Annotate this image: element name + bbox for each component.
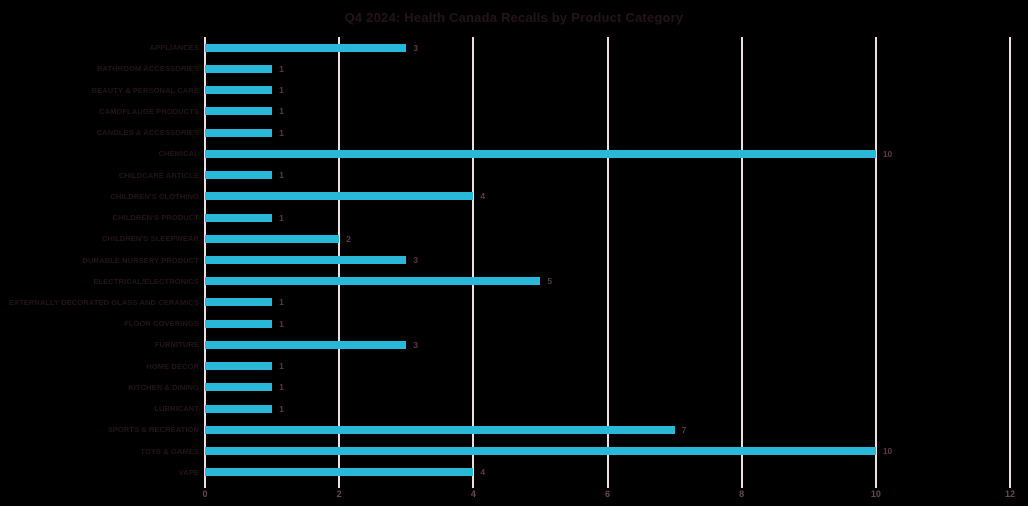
value-label: 1 — [279, 170, 284, 181]
category-label: CHILDREN'S PRODUCT — [112, 213, 199, 223]
value-label: 1 — [279, 361, 284, 372]
value-label: 4 — [480, 191, 486, 202]
value-label: 3 — [413, 255, 418, 265]
tickmark-x-2 — [338, 483, 341, 488]
category-label: BATHROOM ACCESSORIES — [96, 64, 199, 74]
category-label: TOYS & GAMES — [140, 446, 199, 456]
gridline-x-12 — [1009, 37, 1011, 483]
bar — [205, 213, 273, 222]
bar — [205, 192, 474, 201]
x-axis-tick-label: 8 — [739, 489, 745, 499]
gridline-x-4 — [472, 37, 475, 483]
value-label: 1 — [279, 85, 284, 96]
bar — [205, 468, 474, 477]
bar — [205, 447, 876, 456]
tickmark-x-4 — [472, 483, 475, 488]
gridline-x-6 — [606, 37, 609, 483]
x-axis-tick-label: 0 — [202, 489, 208, 499]
bar — [205, 256, 407, 264]
category-label: HOME DÉCOR — [146, 361, 199, 371]
bar — [205, 340, 407, 349]
bar — [205, 298, 273, 307]
bar — [205, 362, 273, 371]
bar — [205, 107, 273, 116]
value-label: 3 — [413, 42, 418, 53]
category-label: CANDLES & ACCESSORIES — [96, 128, 199, 138]
bar — [205, 383, 273, 392]
bar — [205, 319, 273, 328]
value-label: 1 — [279, 318, 284, 329]
category-label: LUBRICANT — [154, 404, 199, 414]
value-label: 1 — [279, 403, 284, 414]
category-label: KITCHEN & DINING — [128, 382, 199, 392]
gridline-x-10 — [874, 37, 877, 483]
value-label: 7 — [681, 424, 687, 435]
x-axis-tick-label: 10 — [870, 489, 881, 499]
gridline-x-8 — [740, 37, 743, 483]
bar — [205, 404, 273, 413]
bar — [205, 277, 541, 286]
bar — [205, 425, 675, 434]
x-axis-tick-label: 12 — [1004, 489, 1015, 499]
value-label: 5 — [547, 276, 553, 287]
bar — [205, 149, 876, 158]
value-label: 1 — [279, 212, 284, 223]
category-label: EXTERNALLY DECORATED GLASS AND CERAMICS — [8, 297, 199, 307]
value-label: 10 — [882, 446, 893, 457]
category-label: VAPE — [178, 467, 199, 477]
category-label: CHILDREN'S CLOTHING — [110, 191, 199, 201]
value-label: 1 — [279, 382, 284, 393]
tickmark-x-12 — [1009, 483, 1011, 488]
value-label: 2 — [346, 233, 351, 244]
category-label: CHILDREN'S SLEEPWEAR — [101, 234, 199, 244]
bar — [205, 171, 273, 180]
value-label: 1 — [279, 297, 284, 308]
value-label: 3 — [413, 339, 418, 350]
tickmark-x-8 — [740, 483, 743, 488]
category-label: FURNITURE — [154, 340, 199, 350]
category-label: APPLIANCES — [149, 43, 199, 53]
bar — [205, 128, 273, 137]
value-label: 1 — [279, 106, 284, 117]
category-label: SPORTS & RECREATION — [107, 425, 199, 435]
value-label: 10 — [882, 148, 893, 159]
bar — [205, 64, 273, 73]
value-label: 4 — [480, 467, 486, 478]
category-label: CAMOFLAUGE PRODUCTS — [99, 106, 199, 116]
x-axis-tick-label: 4 — [470, 489, 476, 499]
value-label: 1 — [279, 63, 284, 74]
category-label: BEAUTY & PERSONAL CARE — [91, 85, 199, 95]
tickmark-x-6 — [606, 483, 609, 488]
chart-title: Q4 2024: Health Canada Recalls by Produc… — [344, 10, 684, 25]
tickmark-x-10 — [874, 483, 877, 488]
x-axis-tick-label: 2 — [336, 489, 342, 499]
bar — [205, 86, 273, 95]
category-label: CHILDCARE ARTICLE — [118, 170, 199, 180]
bar — [205, 43, 407, 52]
value-label: 1 — [279, 127, 284, 138]
bar — [205, 234, 340, 243]
tickmark-x-0 — [204, 483, 206, 488]
category-label: ELECTRICAL/ELECTRONICS — [93, 276, 199, 286]
x-axis-tick-label: 6 — [604, 489, 610, 499]
category-label: DURABLE NURSERY PRODUCT — [82, 255, 199, 265]
category-label: FLOOR COVERINGS — [124, 319, 199, 329]
category-label: CHEMICAL — [158, 149, 199, 159]
